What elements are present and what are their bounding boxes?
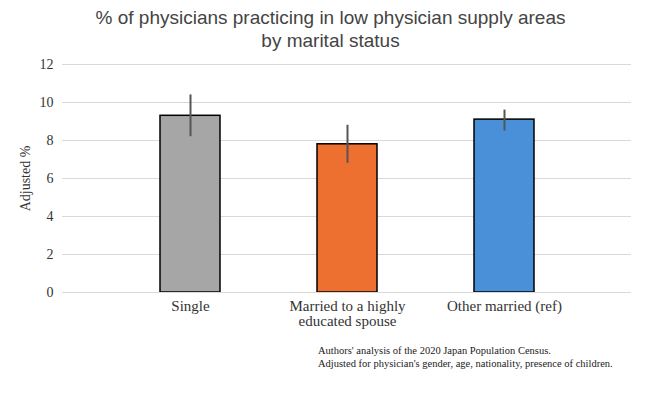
svg-text:Married to a highlyeducated sp: Married to a highlyeducated spouse — [289, 298, 406, 329]
html-text:Authors' analysis of the 2020: Authors' analysis of the 2020 Japan Popu… — [318, 345, 551, 356]
svg-text:Other married (ref): Other married (ref) — [447, 298, 562, 315]
svg-text:4: 4 — [47, 209, 54, 224]
svg-text:8: 8 — [47, 133, 54, 148]
html-text:% of physicians practicing in: % of physicians practicing in low physic… — [95, 7, 566, 51]
svg-text:0: 0 — [47, 285, 54, 300]
svg-text:Adjusted %: Adjusted % — [18, 145, 33, 211]
svg-text:12: 12 — [40, 57, 54, 72]
svg-text:6: 6 — [47, 171, 54, 186]
svg-text:2: 2 — [47, 247, 54, 262]
svg-text:10: 10 — [40, 95, 54, 110]
html-text:Adjusted for physician's gende: Adjusted for physician's gender, age, na… — [318, 358, 613, 369]
svg-text:Single: Single — [171, 298, 210, 314]
